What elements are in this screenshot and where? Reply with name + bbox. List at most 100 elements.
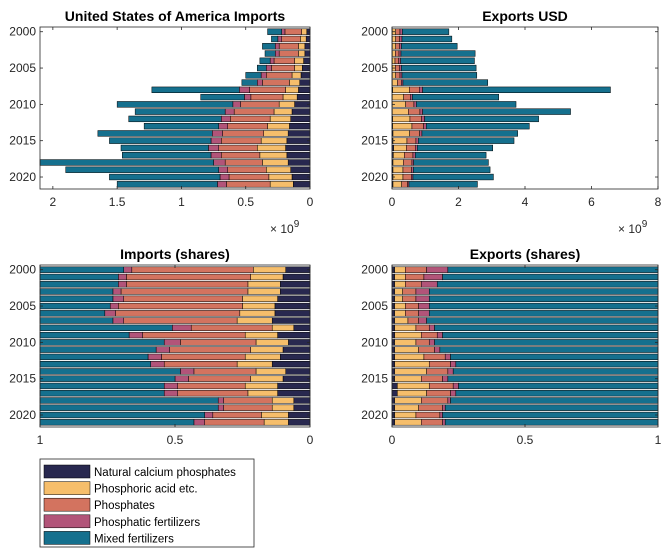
bar-mixed-fertilizers-2000 bbox=[447, 266, 659, 273]
bar-phosphatic-fertilizers-2017 bbox=[450, 390, 457, 397]
bar-phosphoric-acid-2009 bbox=[282, 93, 298, 101]
chart-title: Imports (shares) bbox=[120, 246, 230, 262]
axes-frame bbox=[39, 26, 311, 190]
bar-mixed-fertilizers-2002 bbox=[436, 281, 659, 288]
x-tick-label: 1 bbox=[655, 433, 662, 447]
bar-phosphates-2013 bbox=[428, 361, 451, 368]
chart-title: Exports USD bbox=[482, 8, 568, 24]
bar-phosphatic-fertilizers-2010 bbox=[163, 339, 181, 346]
bar-phosphatic-fertilizers-2006 bbox=[104, 310, 116, 317]
bar-phosphoric-acid-2018 bbox=[271, 397, 295, 404]
bar-phosphatic-fertilizers-2003 bbox=[112, 288, 122, 295]
bar-phosphoric-acid-2016 bbox=[244, 382, 278, 390]
bar-mixed-fertilizers-2009 bbox=[442, 331, 659, 339]
bar-phosphoric-acid-2008 bbox=[271, 324, 295, 331]
bar-phosphoric-acid-2007 bbox=[289, 79, 300, 86]
bar-phosphates-2008 bbox=[415, 324, 430, 331]
bar-mixed-fertilizers-2000 bbox=[402, 28, 450, 35]
bar-mixed-fertilizers-2019 bbox=[65, 166, 219, 173]
imports-shares-chart: 2000 2005 2010 2015 2020 0 0.5 1 Imports (shares… bbox=[9, 246, 313, 447]
bar-phosphates-2016 bbox=[177, 382, 246, 390]
bar-phosphoric-acid-2014 bbox=[255, 368, 286, 375]
bar-phosphatic-fertilizers-2012 bbox=[147, 353, 162, 361]
bar-phosphatic-fertilizers-2017 bbox=[412, 152, 416, 159]
bar-phosphates-2006 bbox=[266, 72, 293, 79]
x-tick-label: 0 bbox=[389, 195, 396, 209]
bar-natural-calcium-phosphates-2011 bbox=[282, 346, 311, 353]
bar-phosphatic-fertilizers-2011 bbox=[419, 108, 423, 115]
bar-mixed-fertilizers-2017 bbox=[122, 152, 212, 159]
bar-mixed-fertilizers-2005 bbox=[401, 64, 477, 72]
bar-natural-calcium-phosphates-2007 bbox=[271, 317, 311, 324]
bar-phosphoric-acid-2011 bbox=[250, 346, 284, 353]
legend-label-mixed-fertilizers: Mixed fertilizers bbox=[94, 533, 174, 545]
legend-swatch-phosphatic-fertilizers bbox=[43, 514, 91, 529]
bar-phosphates-2004 bbox=[402, 295, 417, 302]
bar-phosphoric-acid-2001 bbox=[394, 273, 406, 281]
bar-phosphatic-fertilizers-2017 bbox=[210, 152, 222, 159]
bar-phosphatic-fertilizers-2007 bbox=[418, 317, 427, 324]
bar-mixed-fertilizers-2020 bbox=[442, 411, 659, 419]
bar-phosphates-2003 bbox=[120, 288, 249, 295]
bar-phosphatic-fertilizers-2004 bbox=[112, 295, 124, 302]
bar-natural-calcium-phosphates-2019 bbox=[293, 404, 311, 411]
bar-phosphoric-acid-2016 bbox=[397, 382, 430, 390]
bar-phosphoric-acid-2015 bbox=[394, 375, 422, 382]
y-tick-label: 2010 bbox=[9, 97, 36, 111]
bar-phosphoric-acid-2008 bbox=[285, 86, 299, 93]
y-tick-label: 2005 bbox=[361, 61, 388, 75]
bar-phosphoric-acid-2007 bbox=[392, 79, 398, 86]
bar-phosphoric-acid-2003 bbox=[394, 288, 403, 295]
bar-phosphatic-fertilizers-2009 bbox=[436, 331, 443, 339]
bar-mixed-fertilizers-2013 bbox=[455, 361, 659, 368]
bar-phosphoric-acid-2008 bbox=[394, 324, 417, 331]
bar-mixed-fertilizers-2006 bbox=[39, 310, 106, 317]
chart-title: United States of America Imports bbox=[65, 8, 286, 24]
bar-mixed-fertilizers-2007 bbox=[402, 79, 489, 86]
bar-mixed-fertilizers-2020 bbox=[412, 173, 494, 181]
bar-natural-calcium-phosphates-2015 bbox=[286, 137, 311, 144]
bar-phosphates-2001 bbox=[405, 273, 425, 281]
bar-phosphatic-fertilizers-2007 bbox=[112, 317, 124, 324]
bar-phosphoric-acid-2016 bbox=[257, 144, 286, 152]
bar-natural-calcium-phosphates-2001 bbox=[282, 273, 311, 281]
bar-phosphoric-acid-2014 bbox=[394, 368, 427, 375]
bar-phosphates-2010 bbox=[180, 339, 257, 346]
bar-mixed-fertilizers-2019 bbox=[39, 404, 219, 411]
y-tick-label: 2020 bbox=[9, 408, 36, 422]
bar-phosphatic-fertilizers-2003 bbox=[415, 288, 430, 295]
bar-phosphates-2012 bbox=[423, 353, 446, 361]
bar-phosphoric-acid-2018 bbox=[392, 159, 404, 166]
bar-mixed-fertilizers-2010 bbox=[434, 339, 659, 346]
bar-phosphoric-acid-2004 bbox=[394, 295, 403, 302]
x-tick-label: 2 bbox=[50, 195, 57, 209]
bar-phosphatic-fertilizers-2010 bbox=[413, 101, 417, 108]
bar-natural-calcium-phosphates-2019 bbox=[290, 166, 311, 173]
bar-natural-calcium-phosphates-2003 bbox=[304, 50, 311, 57]
bar-mixed-fertilizers-2009 bbox=[39, 331, 130, 339]
bar-phosphates-2002 bbox=[405, 281, 422, 288]
bar-phosphoric-acid-2019 bbox=[266, 166, 291, 173]
bar-phosphatic-fertilizers-2004 bbox=[269, 57, 275, 64]
bar-mixed-fertilizers-2007 bbox=[241, 79, 258, 86]
bar-phosphatic-fertilizers-2011 bbox=[224, 108, 235, 115]
bar-mixed-fertilizers-2003 bbox=[400, 50, 476, 57]
x-tick-label: 8 bbox=[655, 195, 662, 209]
bar-phosphates-2006 bbox=[395, 72, 401, 79]
bar-phosphates-2001 bbox=[126, 273, 251, 281]
bar-phosphoric-acid-2010 bbox=[255, 339, 289, 346]
bar-phosphatic-fertilizers-2018 bbox=[217, 397, 224, 404]
bar-mixed-fertilizers-2006 bbox=[401, 72, 478, 79]
bar-natural-calcium-phosphates-2013 bbox=[289, 123, 311, 130]
y-tick-label: 2000 bbox=[9, 263, 36, 277]
bar-phosphoric-acid-2016 bbox=[393, 144, 407, 152]
bar-mixed-fertilizers-2018 bbox=[39, 397, 219, 404]
x-tick-label: 0.5 bbox=[237, 195, 254, 209]
bar-mixed-fertilizers-2009 bbox=[200, 93, 245, 101]
bar-phosphatic-fertilizers-2011 bbox=[155, 346, 170, 353]
bar-phosphatic-fertilizers-2020 bbox=[204, 411, 214, 419]
bar-mixed-fertilizers-2012 bbox=[450, 353, 659, 361]
bar-phosphatic-fertilizers-2014 bbox=[212, 130, 223, 137]
bar-natural-calcium-phosphates-2012 bbox=[280, 353, 311, 361]
bar-phosphoric-acid-2005 bbox=[242, 302, 276, 310]
